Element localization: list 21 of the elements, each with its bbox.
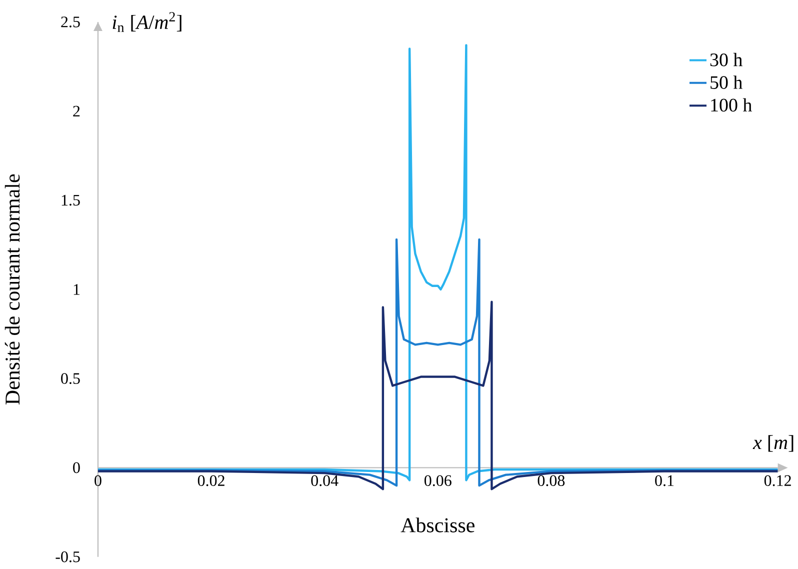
legend-label: 30 h (710, 52, 742, 66)
y-tick-label: 1.5 (62, 194, 80, 206)
x-tick-label: 0.04 (311, 475, 338, 486)
y-tick-label: 1 (74, 284, 80, 295)
y-tick-label: 2.5 (61, 16, 80, 28)
y-tick-label: 0 (73, 462, 80, 474)
annotation: x [m] (752, 435, 794, 452)
y-axis-title: Densité de courant normale (4, 174, 20, 405)
legend-label: 50 h (710, 76, 742, 90)
x-tick-label: 0.1 (655, 475, 674, 486)
x-tick-label: 0.02 (198, 475, 224, 486)
y-tick-label: -0.5 (56, 551, 80, 562)
x-tick-label: 0.08 (538, 475, 565, 486)
y-tick-label: 2 (73, 106, 80, 117)
x-tick-label: 0.12 (764, 475, 791, 486)
annotation: i$_{n}$ [A/m$^{2}$] (112, 12, 182, 32)
x-axis-title: Abscisse (400, 518, 474, 532)
y-tick-label: 0.5 (61, 373, 80, 384)
x-tick-label: 0.06 (424, 475, 452, 486)
x-tick-label: 0 (94, 475, 102, 486)
legend-label: 100 h (711, 98, 752, 112)
